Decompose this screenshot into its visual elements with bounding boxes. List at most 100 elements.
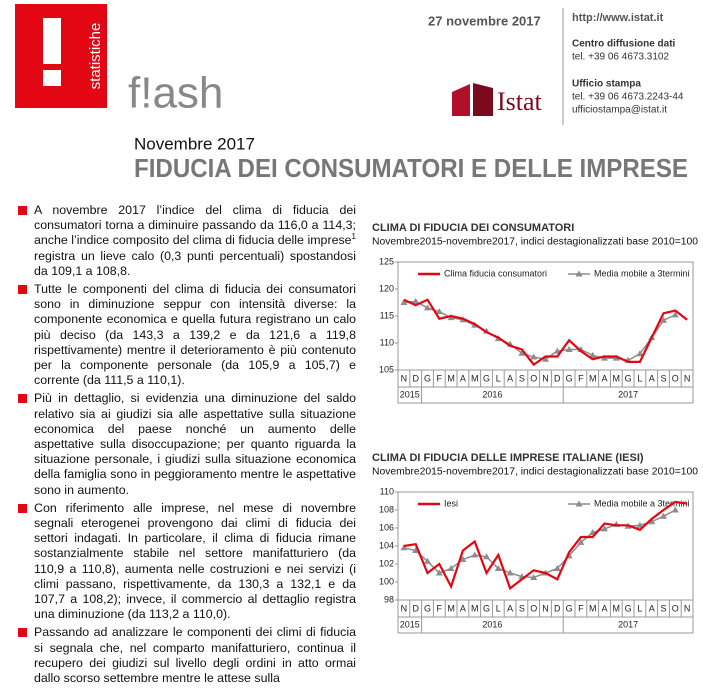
paragraph-text: A novembre 2017 l’indice del clima di fi… xyxy=(34,203,356,248)
series-marker xyxy=(506,569,514,576)
series-marker xyxy=(494,565,502,571)
brand: f!ash xyxy=(128,69,223,118)
chart-title: CLIMA DI FIDUCIA DELLE IMPRESE ITALIANE … xyxy=(372,452,644,464)
series-line xyxy=(403,509,676,579)
series-marker xyxy=(435,308,443,315)
paragraph-text: Passando ad analizzare le componenti dei… xyxy=(34,625,356,686)
y-tick-label: 110 xyxy=(380,486,394,496)
x-tick-label: O xyxy=(530,373,537,383)
year-label: 2015 xyxy=(400,389,420,399)
x-tick-label: A xyxy=(601,373,607,383)
series-marker xyxy=(660,512,667,519)
paragraph-text: registra un lieve calo (0,3 punti percen… xyxy=(34,248,356,278)
y-tick-label: 125 xyxy=(379,256,394,266)
legend-label: Media mobile a 3termini xyxy=(594,268,690,278)
year-label: 2015 xyxy=(400,619,420,629)
series-marker xyxy=(530,574,538,580)
series-marker xyxy=(530,353,538,360)
chart-subtitle: Novembre2015-novembre2017, indici destag… xyxy=(372,237,698,248)
x-tick-label: N xyxy=(684,373,691,383)
series-marker xyxy=(400,299,408,305)
legend-label: Clima fiducia consumatori xyxy=(444,268,547,278)
x-tick-label: L xyxy=(496,373,501,383)
series-marker xyxy=(648,518,656,525)
series-marker xyxy=(424,557,431,564)
x-tick-label: F xyxy=(578,603,584,613)
contact-tel: tel. +39 06 4673.2243-44 xyxy=(572,92,684,103)
legend-label: Iesi xyxy=(444,498,458,508)
contact-email: ufficiostampa@istat.it xyxy=(572,105,667,116)
year-label: 2017 xyxy=(618,389,638,399)
x-tick-label: M xyxy=(471,373,479,383)
year-label: 2017 xyxy=(618,619,638,629)
x-tick-label: G xyxy=(566,373,573,383)
x-tick-label: A xyxy=(507,373,513,383)
period: Novembre 2017 xyxy=(134,134,255,153)
series-marker xyxy=(483,553,490,560)
x-tick-label: G xyxy=(566,603,573,613)
y-tick-label: 98 xyxy=(384,594,394,604)
headline: FIDUCIA DEI CONSUMATORI E DELLE IMPRESE xyxy=(134,153,688,183)
x-tick-label: D xyxy=(554,373,561,383)
istat-logo-text: Istat xyxy=(497,87,543,116)
x-tick-label: L xyxy=(637,373,642,383)
series-marker xyxy=(435,569,443,576)
series-marker xyxy=(577,538,585,545)
x-tick-label: A xyxy=(460,603,466,613)
series-marker xyxy=(636,350,644,357)
footnote-ref: 1 xyxy=(351,232,356,242)
x-tick-label: M xyxy=(589,603,597,613)
x-tick-label: M xyxy=(613,373,621,383)
paragraph: Con riferimento alle imprese, nel mese d… xyxy=(18,501,356,623)
x-tick-label: A xyxy=(649,603,655,613)
series-marker xyxy=(671,506,679,513)
x-tick-label: M xyxy=(613,603,621,613)
x-tick-label: M xyxy=(447,373,455,383)
y-tick-label: 115 xyxy=(380,310,394,320)
x-tick-label: F xyxy=(437,603,443,613)
istat-logo-mark xyxy=(473,83,493,116)
x-tick-label: D xyxy=(412,603,419,613)
y-tick-label: 102 xyxy=(379,558,394,568)
series-marker xyxy=(459,556,467,562)
x-tick-label: S xyxy=(519,373,525,383)
series-marker xyxy=(589,351,597,358)
y-tick-label: 106 xyxy=(379,522,394,532)
series-marker xyxy=(553,347,561,354)
series-marker xyxy=(447,565,455,571)
chart-subtitle: Novembre2015-novembre2017, indici destag… xyxy=(372,467,698,478)
y-tick-label: 100 xyxy=(379,576,394,586)
x-tick-label: A xyxy=(649,373,655,383)
x-tick-label: M xyxy=(447,603,455,613)
text-column: A novembre 2017 l’indice del clima di fi… xyxy=(18,203,356,693)
x-tick-label: G xyxy=(625,603,632,613)
series-marker xyxy=(671,311,679,318)
website: http://www.istat.it xyxy=(572,12,664,24)
series-marker xyxy=(553,565,561,571)
series-marker xyxy=(518,349,526,356)
x-tick-label: N xyxy=(684,603,691,613)
y-tick-label: 104 xyxy=(379,540,394,550)
x-tick-label: N xyxy=(542,373,549,383)
paragraph: Più in dettaglio, si evidenzia una dimin… xyxy=(18,391,356,497)
year-label: 2016 xyxy=(482,389,502,399)
charts: CLIMA DI FIDUCIA DEI CONSUMATORI Novembre… xyxy=(372,222,698,634)
x-tick-label: L xyxy=(637,603,642,613)
x-tick-label: O xyxy=(672,603,679,613)
paragraph-text: Con riferimento alle imprese, nel mese d… xyxy=(34,500,356,622)
chart-title: CLIMA DI FIDUCIA DEI CONSUMATORI xyxy=(372,222,574,234)
legend-label: Media mobile a 3termini xyxy=(594,498,690,508)
y-tick-label: 105 xyxy=(379,364,394,374)
x-tick-label: N xyxy=(401,373,408,383)
x-tick-label: F xyxy=(437,373,443,383)
logo-text: statistiche xyxy=(87,23,104,90)
year-label: 2016 xyxy=(482,619,502,629)
x-tick-label: G xyxy=(625,373,632,383)
x-tick-label: S xyxy=(660,373,666,383)
x-tick-label: O xyxy=(672,373,679,383)
legend-marker xyxy=(575,500,583,507)
series-marker xyxy=(400,544,408,551)
series-line xyxy=(403,298,688,367)
paragraph: A novembre 2017 l’indice del clima di fi… xyxy=(18,203,356,279)
